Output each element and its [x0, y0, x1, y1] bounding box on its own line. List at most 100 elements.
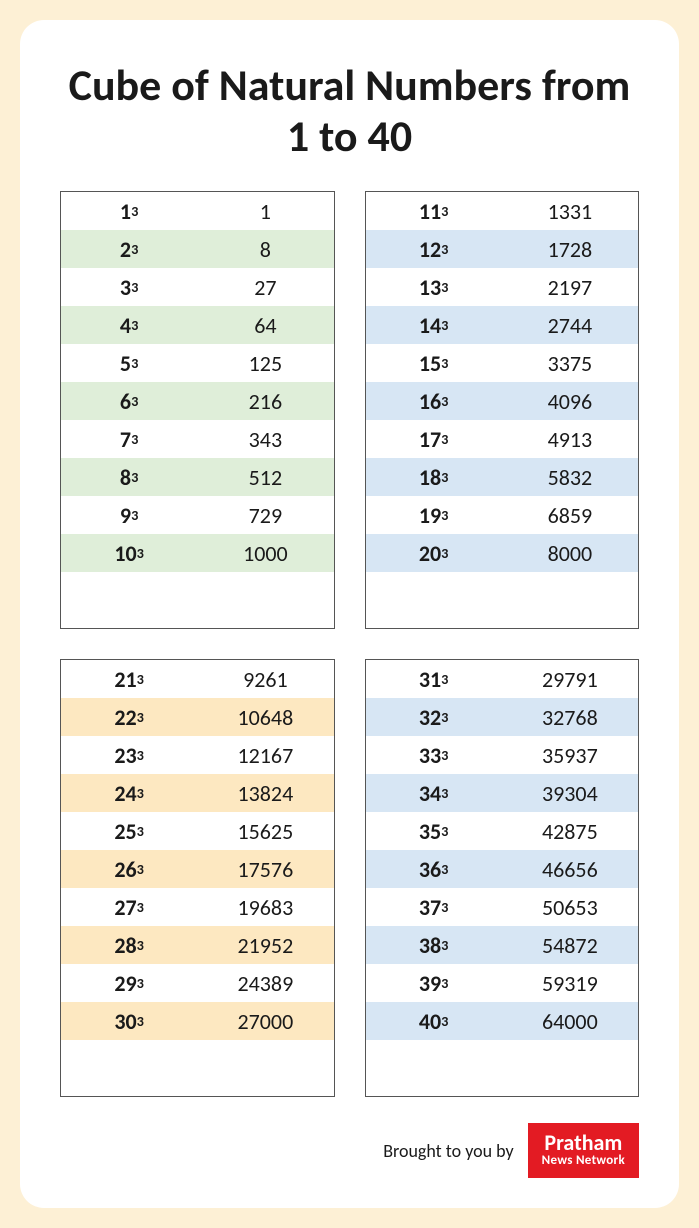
cube-base: 103	[61, 540, 197, 567]
cube-value: 1331	[502, 198, 638, 225]
cube-base: 13	[61, 198, 197, 225]
cube-base: 203	[366, 540, 502, 567]
table-row: 63216	[61, 382, 334, 420]
cube-value: 3375	[502, 350, 638, 377]
cube-value: 64000	[502, 1008, 638, 1035]
cube-base: 53	[61, 350, 197, 377]
cube-base: 73	[61, 426, 197, 453]
footer-text: Brought to you by	[383, 1140, 513, 1162]
footer: Brought to you by Pratham News Network	[60, 1123, 639, 1178]
cube-base: 23	[61, 236, 197, 263]
table-row: 30327000	[61, 1002, 334, 1040]
tables-grid: 1312383327436453125632167334383512937291…	[60, 191, 639, 1097]
cube-value: 729	[197, 502, 333, 529]
cube-value: 42875	[502, 818, 638, 845]
table-row: 83512	[61, 458, 334, 496]
table-row: 24313824	[61, 774, 334, 812]
cube-value: 8000	[502, 540, 638, 567]
table-row: 32332768	[366, 698, 639, 736]
table-row: 22310648	[61, 698, 334, 736]
cube-base: 63	[61, 388, 197, 415]
table-row: 1835832	[366, 458, 639, 496]
cube-value: 9261	[197, 666, 333, 693]
cube-value: 4913	[502, 426, 638, 453]
cube-value: 59319	[502, 970, 638, 997]
cube-value: 19683	[197, 894, 333, 921]
table-row: 53125	[61, 344, 334, 382]
cube-base: 323	[366, 704, 502, 731]
table-row: 29324389	[61, 964, 334, 1002]
cube-base: 393	[366, 970, 502, 997]
cube-base: 333	[366, 742, 502, 769]
cube-value: 21952	[197, 932, 333, 959]
logo-top-text: Pratham	[542, 1131, 625, 1154]
cube-base: 253	[61, 818, 197, 845]
cube-base: 173	[366, 426, 502, 453]
table-row: 1332197	[366, 268, 639, 306]
cube-value: 512	[197, 464, 333, 491]
cube-base: 123	[366, 236, 502, 263]
cube-value: 216	[197, 388, 333, 415]
table-row: 2139261	[61, 660, 334, 698]
cube-value: 10648	[197, 704, 333, 731]
table-row: 3327	[61, 268, 334, 306]
cube-base: 83	[61, 464, 197, 491]
cube-value: 64	[197, 312, 333, 339]
cube-base: 263	[61, 856, 197, 883]
table-row: 2038000	[366, 534, 639, 572]
cube-value: 343	[197, 426, 333, 453]
table-row: 27319683	[61, 888, 334, 926]
cube-value: 125	[197, 350, 333, 377]
cube-base: 183	[366, 464, 502, 491]
cube-base: 163	[366, 388, 502, 415]
cube-value: 12167	[197, 742, 333, 769]
cube-base: 293	[61, 970, 197, 997]
cube-value: 46656	[502, 856, 638, 883]
table-row: 1634096	[366, 382, 639, 420]
table-row: 93729	[61, 496, 334, 534]
cube-value: 39304	[502, 780, 638, 807]
cube-value: 8	[197, 236, 333, 263]
cube-base: 193	[366, 502, 502, 529]
cube-value: 2197	[502, 274, 638, 301]
table-row: 31329791	[366, 660, 639, 698]
cube-base: 343	[366, 780, 502, 807]
cube-base: 113	[366, 198, 502, 225]
brand-logo: Pratham News Network	[528, 1123, 639, 1178]
table-row: 238	[61, 230, 334, 268]
cube-base: 383	[366, 932, 502, 959]
cube-base: 233	[61, 742, 197, 769]
cube-value: 1728	[502, 236, 638, 263]
cube-base: 133	[366, 274, 502, 301]
cube-value: 17576	[197, 856, 333, 883]
cube-value: 54872	[502, 932, 638, 959]
cube-base: 313	[366, 666, 502, 693]
cube-value: 1000	[197, 540, 333, 567]
cube-value: 2744	[502, 312, 638, 339]
table-row: 28321952	[61, 926, 334, 964]
cube-base: 153	[366, 350, 502, 377]
table-row: 1734913	[366, 420, 639, 458]
table-row: 39359319	[366, 964, 639, 1002]
cube-value: 15625	[197, 818, 333, 845]
table-row: 1031000	[61, 534, 334, 572]
logo-bottom-text: News Network	[542, 1154, 625, 1168]
cube-base: 243	[61, 780, 197, 807]
cube-value: 1	[197, 198, 333, 225]
table-row: 37350653	[366, 888, 639, 926]
cube-table-2: 1131331123172813321971432744153337516340…	[365, 191, 640, 629]
cube-base: 143	[366, 312, 502, 339]
table-row: 38354872	[366, 926, 639, 964]
cube-base: 33	[61, 274, 197, 301]
cube-base: 303	[61, 1008, 197, 1035]
cube-base: 353	[366, 818, 502, 845]
cube-base: 373	[366, 894, 502, 921]
cube-value: 32768	[502, 704, 638, 731]
cube-base: 273	[61, 894, 197, 921]
cube-base: 213	[61, 666, 197, 693]
table-row: 23312167	[61, 736, 334, 774]
cube-value: 6859	[502, 502, 638, 529]
cube-value: 29791	[502, 666, 638, 693]
cube-value: 5832	[502, 464, 638, 491]
cube-value: 4096	[502, 388, 638, 415]
